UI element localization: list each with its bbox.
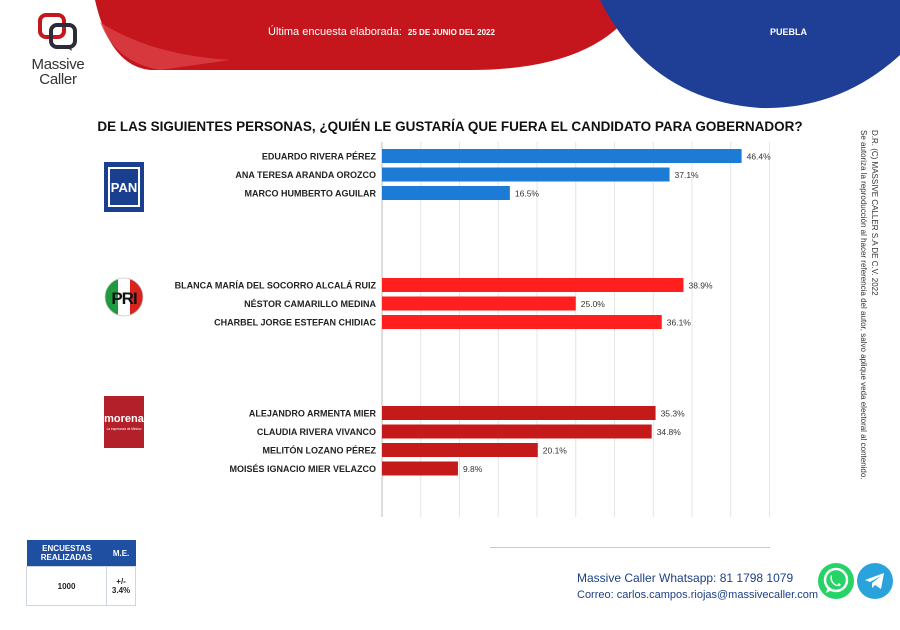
bar — [382, 186, 510, 200]
data-label: 25.0% — [581, 299, 606, 309]
data-label: 34.8% — [657, 427, 682, 437]
pan-logo-icon: PAN — [104, 162, 144, 212]
data-label: 35.3% — [661, 409, 686, 419]
telegram-icon[interactable] — [856, 562, 894, 600]
chart-title: DE LAS SIGUIENTES PERSONAS, ¿QUIÉN LE GU… — [97, 119, 803, 134]
category-label: MOISÉS IGNACIO MIER VELAZCO — [229, 464, 376, 474]
whatsapp-icon[interactable] — [817, 562, 855, 600]
survey-stats-table: ENCUESTAS REALIZADAS M.E. 1000 +/- 3.4% — [25, 540, 136, 606]
contact-whatsapp: Massive Caller Whatsapp: 81 1798 1079 — [577, 571, 794, 585]
data-label: 36.1% — [667, 318, 692, 328]
copyright-line2: Se autoriza la reproducción al hacer ref… — [859, 130, 868, 480]
bar — [382, 315, 662, 329]
contact-email-line: Correo: carlos.campos.riojas@massivecall… — [577, 589, 818, 601]
survey-date-line: Última encuesta elaborada: 25 DE JUNIO DE… — [268, 26, 495, 38]
brand-name-line2: Caller — [39, 71, 77, 88]
pri-logo-text: PRI — [111, 289, 137, 308]
pri-logo-icon: PRI — [104, 277, 144, 317]
data-label: 9.8% — [463, 464, 483, 474]
contact-email-label: Correo: — [577, 589, 614, 601]
bar — [382, 296, 576, 311]
category-label: MARCO HUMBERTO AGUILAR — [245, 189, 377, 199]
pan-logo-text: PAN — [111, 180, 137, 195]
category-label: EDUARDO RIVERA PÉREZ — [262, 152, 377, 162]
category-label: CHARBEL JORGE ESTEFAN CHIDIAC — [214, 318, 376, 328]
brand-name-line1: Massive — [31, 56, 85, 73]
brand-logo: Massive Caller — [22, 12, 94, 87]
survey-label: Última encuesta elaborada: — [268, 26, 402, 38]
category-label: ALEJANDRO ARMENTA MIER — [249, 409, 377, 419]
data-label: 20.1% — [543, 446, 568, 456]
data-label: 37.1% — [675, 170, 700, 180]
data-label: 16.5% — [515, 189, 540, 199]
copyright-line1: D.R. (C) MASSIVE CALLER S.A DE C.V. 2022 — [870, 130, 879, 296]
stats-header-surveys: ENCUESTAS REALIZADAS — [26, 540, 107, 567]
bar — [382, 443, 538, 457]
morena-logo-icon: morena La esperanza de México — [104, 396, 144, 448]
category-label: CLAUDIA RIVERA VIVANCO — [257, 427, 376, 437]
state-label: PUEBLA — [770, 27, 808, 37]
survey-date: 25 DE JUNIO DEL 2022 — [407, 28, 495, 37]
data-label: 46.4% — [747, 152, 772, 162]
category-label: BLANCA MARÍA DEL SOCORRO ALCALÁ RUIZ — [175, 281, 377, 291]
copyright-note: D.R. (C) MASSIVE CALLER S.A DE C.V. 2022… — [858, 130, 880, 480]
morena-logo-subtext: La esperanza de México — [107, 427, 142, 431]
bar — [382, 461, 458, 476]
bar — [382, 278, 684, 292]
massive-caller-logo-icon — [38, 13, 77, 51]
stats-surveys-value: 1000 — [25, 566, 108, 606]
stats-margin-value: +/- 3.4% — [106, 566, 136, 606]
footer-divider — [490, 547, 770, 548]
category-label: NÉSTOR CAMARILLO MEDINA — [244, 299, 376, 309]
contact-email[interactable]: carlos.campos.riojas@massivecaller.com — [616, 589, 819, 601]
morena-logo-text: morena — [104, 413, 144, 425]
bar — [382, 167, 670, 182]
stats-header-margin: M.E. — [106, 540, 136, 567]
data-label: 38.9% — [688, 281, 713, 291]
category-label: MELITÓN LOZANO PÉREZ — [263, 445, 377, 456]
category-label: ANA TERESA ARANDA OROZCO — [235, 170, 376, 180]
bar — [382, 406, 656, 420]
bar — [382, 424, 652, 439]
bar — [382, 149, 742, 163]
